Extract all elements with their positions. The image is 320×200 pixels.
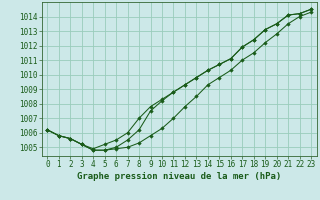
X-axis label: Graphe pression niveau de la mer (hPa): Graphe pression niveau de la mer (hPa) bbox=[77, 172, 281, 181]
